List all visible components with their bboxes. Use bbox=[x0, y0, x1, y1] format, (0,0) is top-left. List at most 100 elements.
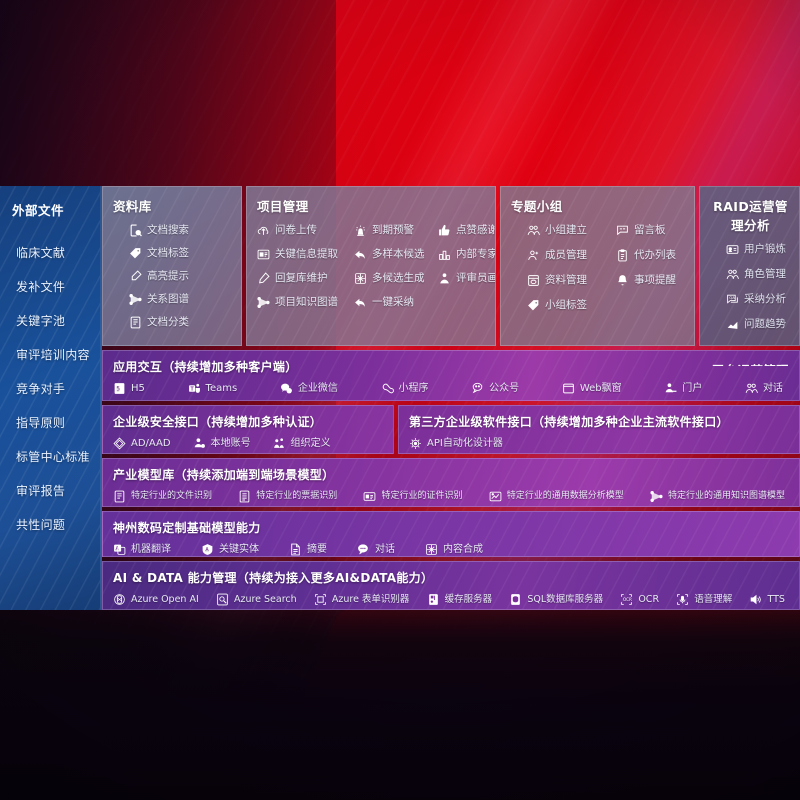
project-item-multi-sample[interactable]: 多样本候选 bbox=[354, 248, 436, 261]
ai-item-label: Azure Search bbox=[233, 594, 297, 605]
project-item-multi-candidate-gen[interactable]: 多候选生成 bbox=[354, 272, 436, 285]
interaction-item-teams[interactable]: Teams bbox=[188, 382, 237, 395]
summary-icon bbox=[289, 543, 302, 556]
interaction-item-label: Web飘窗 bbox=[579, 382, 622, 394]
raid-item-user-training[interactable]: 用户锻炼 bbox=[726, 243, 791, 256]
form-recognizer-icon bbox=[314, 593, 327, 606]
industry-item-data-analysis-model[interactable]: 特定行业的通用数据分析模型 bbox=[489, 490, 624, 503]
library-item-doc-tag[interactable]: 文档标签 bbox=[129, 247, 233, 260]
band-ai-items: Azure Open AI Azure Search Azure 表单识别器 缓… bbox=[113, 593, 789, 606]
dcits-item-content-synthesis[interactable]: 内容合成 bbox=[425, 543, 483, 556]
band-ai-title: AI & DATA 能力管理（持续为接入更多AI&DATA能力） bbox=[113, 571, 434, 586]
raid-item-issue-trend[interactable]: 问题趋势 bbox=[726, 318, 791, 331]
sidebar-item-keyword-pool[interactable]: 关键字池 bbox=[16, 314, 66, 328]
group-item-reminder[interactable]: 事项提醒 bbox=[616, 274, 686, 287]
project-item-reply-library[interactable]: 回复库维护 bbox=[257, 272, 352, 285]
industry-item-file-recognition[interactable]: 特定行业的文件识别 bbox=[113, 490, 212, 503]
project-item-reviewer-profile[interactable]: 评审员画像 bbox=[438, 272, 495, 285]
interaction-item-official-account[interactable]: 公众号 bbox=[471, 382, 519, 395]
synthesis-icon bbox=[425, 543, 438, 556]
ranking-icon bbox=[438, 248, 451, 261]
upload-cloud-icon bbox=[257, 224, 270, 237]
industry-item-id-recognition[interactable]: 特定行业的证件识别 bbox=[363, 490, 462, 503]
project-item-label: 多候选生成 bbox=[372, 272, 425, 285]
project-item-due-alert[interactable]: 到期预警 bbox=[354, 224, 436, 237]
sidebar-item-competitors[interactable]: 竞争对手 bbox=[16, 382, 66, 396]
security-item-ad-aad[interactable]: AD/AAD bbox=[113, 437, 171, 451]
sidebar-item-clinical-literature[interactable]: 临床文献 bbox=[16, 246, 66, 260]
band-application-interaction: 应用交互（持续增加多种客户端） 5 H5 Teams 企业微信 小程序 bbox=[102, 350, 800, 402]
security-item-org-definition[interactable]: 组织定义 bbox=[273, 437, 331, 450]
ai-item-label: TTS bbox=[767, 594, 785, 605]
group-item-label: 事项提醒 bbox=[634, 274, 676, 287]
library-item-doc-category[interactable]: 文档分类 bbox=[129, 316, 233, 329]
project-item-key-info-extract[interactable]: 关键信息提取 bbox=[257, 248, 352, 261]
sidebar-title: 外部文件 bbox=[12, 203, 65, 218]
ai-item-cache-server[interactable]: 缓存服务器 bbox=[427, 593, 493, 606]
sidebar-item-supplement-docs[interactable]: 发补文件 bbox=[16, 280, 66, 294]
interaction-item-wechat-work[interactable]: 企业微信 bbox=[280, 382, 338, 395]
dcits-item-dialog[interactable]: 对话 bbox=[357, 543, 395, 556]
dcits-item-machine-translation[interactable]: A 机器翻译 bbox=[113, 543, 171, 556]
panel-project-management: 项目管理 问卷上传 到期预警 点赞感谢 bbox=[246, 186, 496, 346]
group-item-label: 资料管理 bbox=[545, 274, 587, 287]
group-item-group-tag[interactable]: 小组标签 bbox=[527, 299, 612, 312]
bell-icon bbox=[616, 274, 629, 287]
project-item-questionnaire-upload[interactable]: 问卷上传 bbox=[257, 224, 352, 237]
dcits-item-label: 摘要 bbox=[307, 543, 327, 555]
group-item-create[interactable]: 小组建立 bbox=[527, 224, 612, 237]
dcits-item-summary[interactable]: 摘要 bbox=[289, 543, 327, 556]
security-item-label: AD/AAD bbox=[131, 437, 171, 449]
ai-item-ocr[interactable]: OCR OCR bbox=[620, 593, 659, 606]
ai-item-sql-server[interactable]: SQL数据库服务器 bbox=[509, 593, 603, 606]
sidebar-item-common-issues[interactable]: 共性问题 bbox=[16, 518, 66, 532]
group-item-message-board[interactable]: 留言板 bbox=[616, 224, 686, 237]
ai-item-tts[interactable]: TTS bbox=[749, 593, 785, 606]
library-item-relation-graph[interactable]: 关系图谱 bbox=[129, 293, 233, 306]
project-item-expert-ranking[interactable]: 内部专家排名 bbox=[438, 248, 495, 261]
panel-raid-items: 用户锻炼 角色管理 QA 采纳分析 问题趋势 bbox=[710, 243, 791, 331]
clipboard-icon bbox=[616, 249, 629, 262]
industry-item-receipt-recognition[interactable]: 特定行业的票据识别 bbox=[238, 490, 337, 503]
ai-item-azure-openai[interactable]: Azure Open AI bbox=[113, 593, 199, 606]
sidebar-item-standards-center[interactable]: 标管中心标准 bbox=[16, 450, 90, 464]
member-icon bbox=[527, 249, 540, 262]
tag-icon bbox=[527, 299, 540, 312]
interaction-item-portal[interactable]: 门户 bbox=[664, 382, 702, 395]
sidebar-item-guidelines[interactable]: 指导原则 bbox=[16, 416, 66, 430]
industry-item-knowledge-graph-model[interactable]: 特定行业的通用知识图谱模型 bbox=[650, 490, 785, 503]
interaction-item-miniprogram[interactable]: 小程序 bbox=[381, 382, 429, 395]
top-panels-row: 资料库 文档搜索 文档标签 高亮提示 bbox=[102, 186, 800, 367]
dcits-item-key-entity[interactable]: A 关键实体 bbox=[201, 543, 259, 556]
raid-item-adoption-analysis[interactable]: QA 采纳分析 bbox=[726, 293, 791, 306]
sidebar-item-review-report[interactable]: 审评报告 bbox=[16, 484, 66, 498]
ai-item-label: 缓存服务器 bbox=[444, 594, 493, 605]
interaction-item-dialog[interactable]: 对话 bbox=[745, 382, 783, 395]
ai-item-speech-understanding[interactable]: 语音理解 bbox=[676, 593, 732, 606]
project-item-knowledge-graph[interactable]: 项目知识图谱 bbox=[257, 296, 352, 309]
portal-icon bbox=[664, 382, 677, 395]
graph-icon bbox=[129, 293, 142, 306]
project-item-label: 到期预警 bbox=[372, 224, 414, 237]
right-panels-column: RAID运营管理分析 用户锻炼 角色管理 QA 采纳分析 bbox=[699, 186, 800, 367]
project-item-one-click-adopt[interactable]: 一键采纳 bbox=[354, 296, 436, 309]
interaction-item-web-float-window[interactable]: Web飘窗 bbox=[562, 382, 622, 395]
group-item-member-management[interactable]: 成员管理 bbox=[527, 249, 612, 262]
tag-icon bbox=[129, 247, 142, 260]
group-item-material-management[interactable]: 资料管理 bbox=[527, 274, 612, 287]
raid-item-role-management[interactable]: 角色管理 bbox=[726, 268, 791, 281]
thirdparty-item-api-designer[interactable]: API自动化设计器 bbox=[409, 437, 503, 450]
project-item-thanks[interactable]: 点赞感谢 bbox=[438, 224, 495, 237]
arrow-left-icon bbox=[354, 296, 367, 309]
library-item-highlight[interactable]: 高亮提示 bbox=[129, 270, 233, 283]
library-item-label: 文档分类 bbox=[147, 316, 189, 329]
interaction-item-h5[interactable]: 5 H5 bbox=[113, 382, 145, 395]
ai-item-azure-search[interactable]: Azure Search bbox=[216, 593, 297, 606]
library-item-doc-search[interactable]: 文档搜索 bbox=[129, 224, 233, 237]
group-item-todo-list[interactable]: 代办列表 bbox=[616, 249, 686, 262]
security-item-local-account[interactable]: 本地账号 bbox=[193, 437, 251, 450]
ai-item-label: SQL数据库服务器 bbox=[527, 594, 604, 605]
interaction-item-label: 门户 bbox=[682, 382, 703, 394]
sidebar-item-review-training[interactable]: 审评培训内容 bbox=[16, 348, 90, 362]
ai-item-form-recognizer[interactable]: Azure 表单识别器 bbox=[314, 593, 409, 606]
